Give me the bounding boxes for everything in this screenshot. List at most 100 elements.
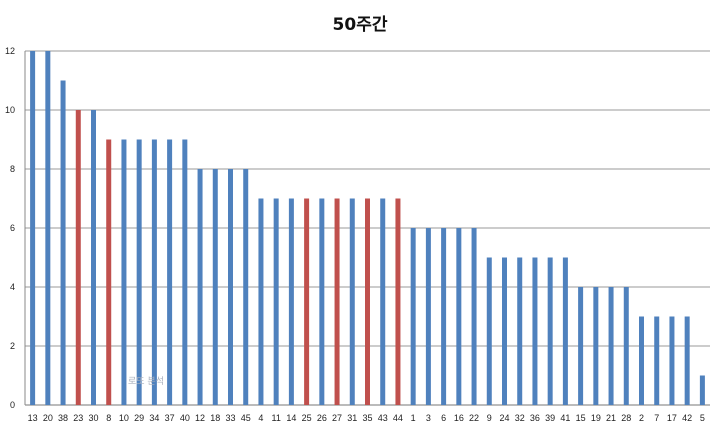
x-tick-label: 16 [454,413,464,423]
x-tick-label: 6 [441,413,446,423]
bar-25 [304,198,310,405]
y-tick-label: 4 [10,282,15,292]
bar-36 [532,257,538,405]
x-tick-label: 31 [347,413,357,423]
x-tick-label: 3 [426,413,431,423]
x-tick-label: 34 [149,413,159,423]
bar-1 [410,228,416,405]
x-tick-label: 40 [180,413,190,423]
bar-2 [639,316,644,405]
bar-42 [684,316,690,405]
x-tick-label: 33 [225,413,235,423]
x-tick-label: 13 [28,413,38,423]
bar-44 [395,198,401,405]
bars [30,51,705,405]
bar-15 [578,287,584,405]
x-tick-label: 19 [591,413,601,423]
bar-24 [502,257,507,405]
bar-45 [243,169,249,405]
bar-22 [471,228,477,405]
x-tick-label: 5 [700,413,705,423]
bar-39 [547,257,553,405]
x-tick-label: 44 [393,413,403,423]
y-axis: 0 2 4 6 8 10 12 [5,46,26,410]
bar-43 [380,198,386,405]
bar-33 [228,169,233,405]
bar-14 [288,198,294,405]
bar-12 [197,169,203,405]
bar-5 [699,375,705,405]
bar-6 [441,228,447,405]
x-tick-label: 8 [106,413,111,423]
bar-10 [121,139,127,405]
x-tick-label: 25 [302,413,312,423]
x-tick-label: 11 [271,413,280,423]
x-tick-label: 23 [73,413,83,423]
bar-29 [136,139,142,405]
x-tick-label: 30 [88,413,98,423]
bar-20 [45,51,51,405]
bar-17 [669,316,675,405]
bar-16 [456,228,462,405]
x-tick-label: 38 [58,413,68,423]
x-tick-label: 32 [515,413,525,423]
x-tick-label: 43 [378,413,388,423]
y-tick-label: 8 [10,164,15,174]
bar-9 [486,257,492,405]
x-tick-label: 29 [134,413,144,423]
x-tick-label: 7 [654,413,659,423]
bar-23 [75,110,81,405]
bar-30 [91,110,96,405]
x-tick-label: 35 [362,413,372,423]
x-tick-label: 21 [606,413,616,423]
x-tick-label: 27 [332,413,342,423]
bar-11 [273,198,279,405]
bar-4 [258,198,264,405]
x-tick-label: 10 [119,413,129,423]
y-tick-label: 10 [5,105,15,115]
bar-32 [517,257,523,405]
y-tick-label: 0 [10,400,15,410]
bar-40 [182,139,188,405]
x-tick-label: 42 [682,413,692,423]
x-tick-label: 14 [286,413,296,423]
bar-21 [608,287,614,405]
x-tick-label: 18 [210,413,220,423]
x-tick-label: 41 [560,413,570,423]
x-tick-label: 37 [165,413,175,423]
x-axis: 13 20 38 23 30 8 10 29 34 37 40 12 18 33 45 4 11 14 25 26 27… [28,413,705,423]
x-tick-label: 39 [545,413,555,423]
bar-3 [425,228,431,405]
x-tick-label: 24 [499,413,509,423]
bar-13 [30,51,36,405]
chart-title: 50주간 [333,15,388,35]
bar-35 [365,198,370,405]
bar-41 [562,257,568,405]
x-tick-label: 4 [258,413,263,423]
x-tick-label: 12 [195,413,205,423]
x-tick-label: 1 [411,413,416,423]
bar-27 [334,198,340,405]
y-tick-label: 6 [10,223,15,233]
y-tick-label: 12 [5,46,15,56]
x-tick-label: 17 [667,413,677,423]
bar-8 [106,139,112,405]
bar-18 [212,169,218,405]
bar-28 [623,287,629,405]
bar-7 [654,316,660,405]
bar-31 [349,198,355,405]
x-tick-label: 9 [487,413,492,423]
x-tick-label: 26 [317,413,327,423]
bar-26 [319,198,325,405]
x-tick-label: 36 [530,413,540,423]
x-tick-label: 20 [43,413,53,423]
x-tick-label: 45 [241,413,251,423]
bar-19 [593,287,599,405]
y-tick-label: 2 [10,341,15,351]
x-tick-label: 15 [576,413,586,423]
bar-34 [151,139,157,405]
bar-38 [60,80,66,405]
x-tick-label: 2 [639,413,644,423]
x-tick-label: 22 [469,413,479,423]
